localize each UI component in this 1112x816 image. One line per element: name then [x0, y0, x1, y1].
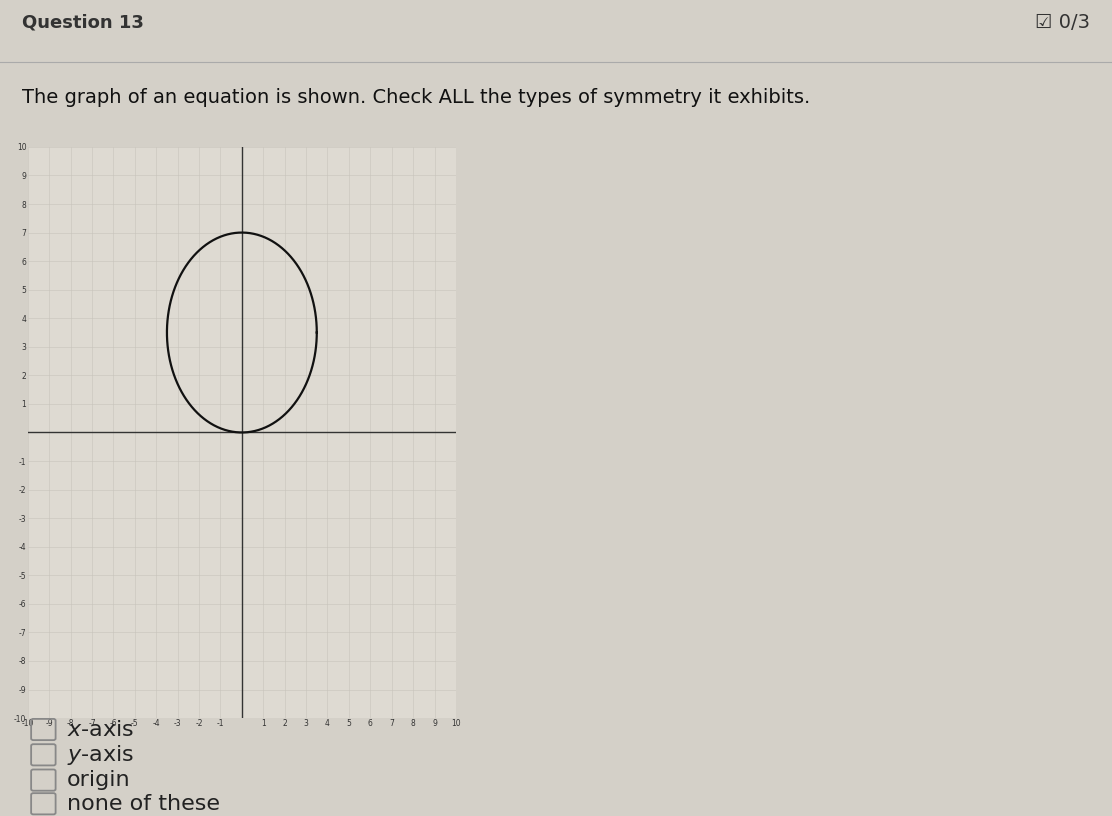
Text: Question 13: Question 13 — [22, 14, 145, 32]
Text: none of these: none of these — [67, 794, 220, 814]
Text: ☑ 0/3: ☑ 0/3 — [1035, 13, 1090, 33]
Text: $x$-axis: $x$-axis — [67, 720, 133, 739]
Text: The graph of an equation is shown. Check ALL the types of symmetry it exhibits.: The graph of an equation is shown. Check… — [22, 88, 811, 108]
Text: origin: origin — [67, 770, 130, 790]
Text: $y$-axis: $y$-axis — [67, 743, 133, 767]
